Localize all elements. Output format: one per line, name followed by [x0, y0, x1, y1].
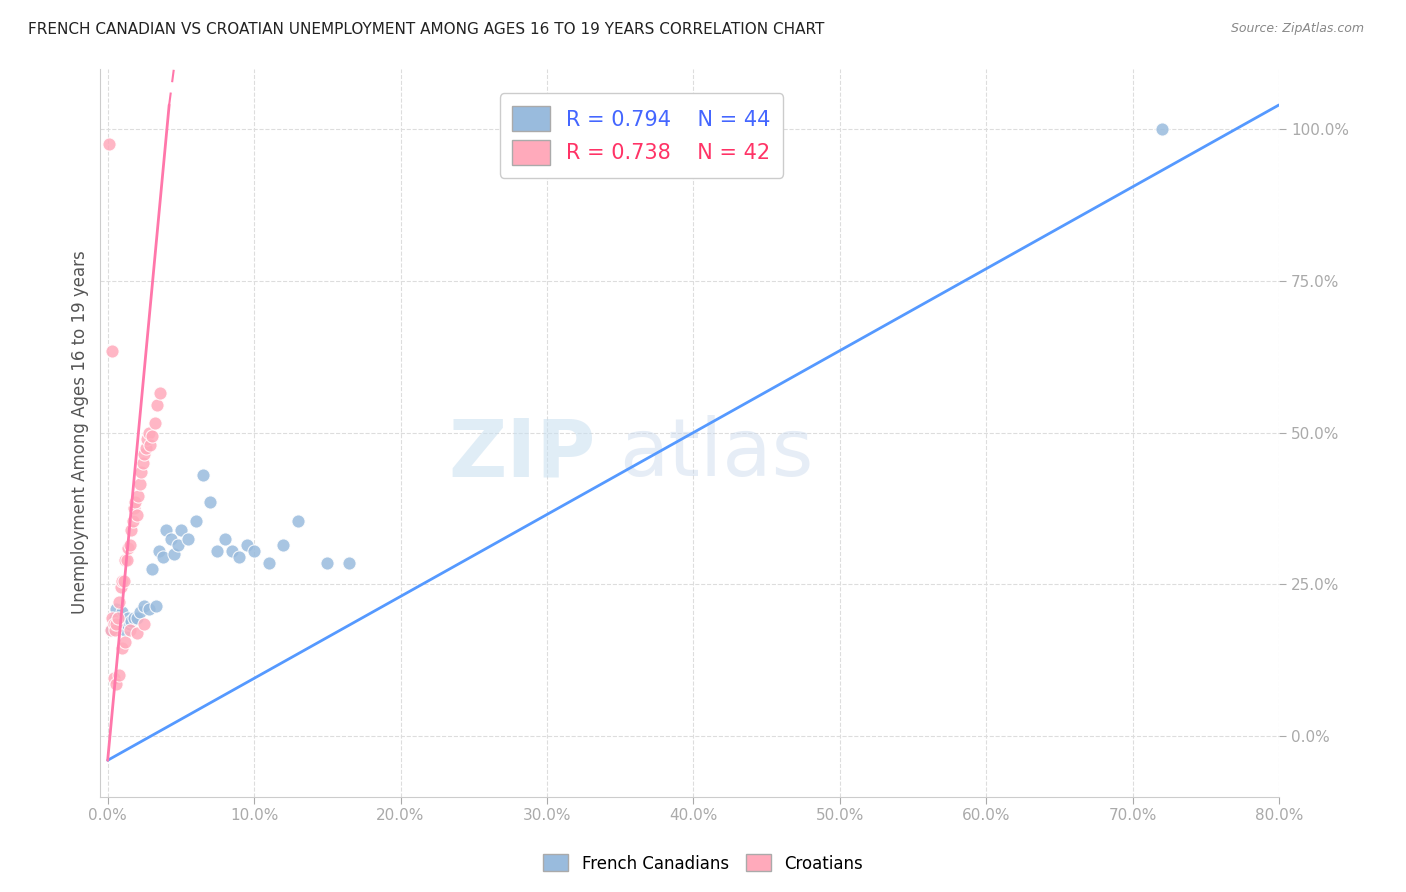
- Point: [117, 610, 139, 624]
- Point: [337, 556, 360, 570]
- Point: [110, 580, 132, 594]
- Point: [107, 610, 129, 624]
- Point: [108, 620, 131, 634]
- Point: [124, 495, 146, 509]
- Point: [101, 343, 124, 358]
- Point: [105, 616, 128, 631]
- Point: [114, 623, 136, 637]
- Point: [108, 595, 131, 609]
- Point: [143, 417, 166, 431]
- Point: [214, 532, 236, 546]
- Point: [107, 610, 129, 624]
- Point: [167, 538, 190, 552]
- Text: Source: ZipAtlas.com: Source: ZipAtlas.com: [1230, 22, 1364, 36]
- Point: [139, 438, 162, 452]
- Point: [134, 447, 156, 461]
- Legend: R = 0.794    N = 44, R = 0.738    N = 42: R = 0.794 N = 44, R = 0.738 N = 42: [499, 94, 783, 178]
- Point: [100, 623, 122, 637]
- Point: [125, 625, 148, 640]
- Point: [228, 549, 250, 564]
- Point: [177, 532, 200, 546]
- Point: [120, 523, 142, 537]
- Point: [131, 465, 153, 479]
- Point: [134, 599, 156, 613]
- Point: [117, 541, 139, 555]
- Point: [112, 574, 135, 589]
- Y-axis label: Unemployment Among Ages 16 to 19 years: Unemployment Among Ages 16 to 19 years: [72, 251, 89, 615]
- Point: [105, 677, 128, 691]
- Point: [136, 432, 159, 446]
- Point: [134, 616, 156, 631]
- Point: [273, 538, 295, 552]
- Text: atlas: atlas: [619, 416, 813, 493]
- Point: [111, 605, 134, 619]
- Point: [125, 610, 148, 624]
- Point: [115, 616, 138, 631]
- Point: [122, 501, 145, 516]
- Point: [122, 610, 145, 624]
- Point: [135, 441, 157, 455]
- Point: [103, 616, 125, 631]
- Point: [118, 616, 141, 631]
- Point: [111, 574, 134, 589]
- Point: [100, 623, 122, 637]
- Point: [162, 547, 184, 561]
- Point: [121, 514, 143, 528]
- Point: [148, 544, 170, 558]
- Point: [127, 489, 149, 503]
- Point: [114, 553, 136, 567]
- Point: [257, 556, 280, 570]
- Point: [98, 137, 121, 152]
- Point: [316, 556, 339, 570]
- Point: [287, 514, 309, 528]
- Point: [141, 428, 163, 442]
- Point: [191, 468, 214, 483]
- Point: [103, 671, 125, 685]
- Point: [103, 616, 125, 631]
- Point: [152, 549, 174, 564]
- Point: [115, 553, 138, 567]
- Point: [110, 614, 132, 628]
- Point: [138, 425, 160, 440]
- Point: [112, 614, 135, 628]
- Point: [125, 508, 148, 522]
- Point: [221, 544, 243, 558]
- Point: [155, 523, 177, 537]
- Point: [141, 562, 163, 576]
- Point: [118, 623, 141, 637]
- Point: [198, 495, 221, 509]
- Point: [104, 610, 127, 624]
- Point: [120, 614, 142, 628]
- Point: [128, 605, 150, 619]
- Point: [170, 523, 193, 537]
- Text: FRENCH CANADIAN VS CROATIAN UNEMPLOYMENT AMONG AGES 16 TO 19 YEARS CORRELATION C: FRENCH CANADIAN VS CROATIAN UNEMPLOYMENT…: [28, 22, 824, 37]
- Point: [243, 544, 266, 558]
- Point: [1150, 122, 1173, 136]
- Point: [146, 398, 169, 412]
- Legend: French Canadians, Croatians: French Canadians, Croatians: [537, 847, 869, 880]
- Point: [145, 599, 167, 613]
- Point: [207, 544, 229, 558]
- Point: [114, 635, 136, 649]
- Point: [118, 538, 141, 552]
- Point: [105, 601, 128, 615]
- Point: [101, 610, 124, 624]
- Point: [149, 386, 172, 401]
- Point: [128, 477, 150, 491]
- Point: [108, 668, 131, 682]
- Point: [236, 538, 259, 552]
- Point: [132, 456, 155, 470]
- Point: [111, 640, 134, 655]
- Point: [104, 623, 127, 637]
- Text: ZIP: ZIP: [449, 416, 595, 493]
- Point: [159, 532, 181, 546]
- Point: [184, 514, 207, 528]
- Point: [138, 601, 160, 615]
